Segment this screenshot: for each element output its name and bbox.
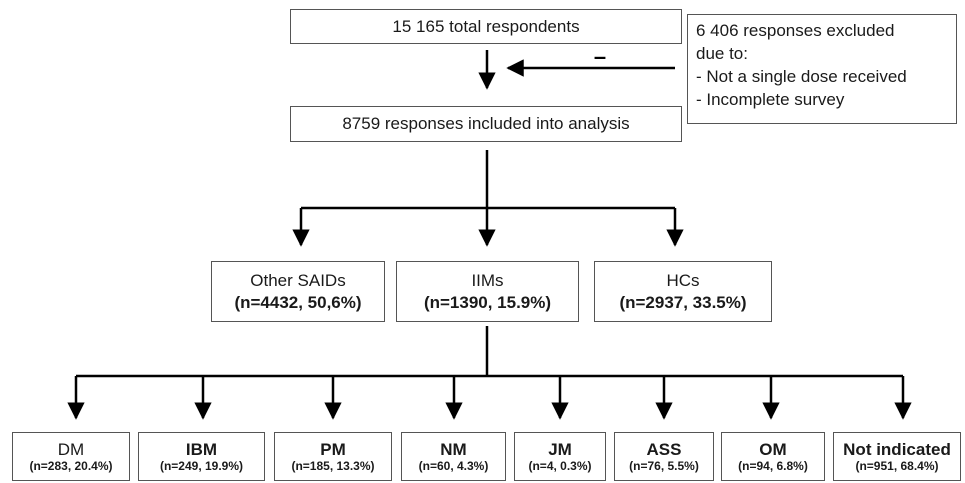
exclusion-box: 6 406 responses excluded due to: - Not a… <box>687 14 957 124</box>
subtype-ass-box: ASS (n=76, 5.5%) <box>614 432 714 481</box>
included-responses-label: 8759 responses included into analysis <box>342 114 630 133</box>
subtype-not-indicated-box: Not indicated (n=951, 68.4%) <box>833 432 961 481</box>
subtype-stat: (n=4, 0.3%) <box>528 458 592 473</box>
exclusion-minus-sign: – <box>594 44 606 69</box>
group-stat: (n=2937, 33.5%) <box>619 292 747 312</box>
subtype-om-box: OM (n=94, 6.8%) <box>721 432 825 481</box>
exclusion-line: 6 406 responses excluded <box>696 21 895 40</box>
group-label: HCs <box>666 270 700 290</box>
total-respondents-label: 15 165 total respondents <box>392 16 580 36</box>
subtype-stat: (n=249, 19.9%) <box>159 458 244 473</box>
exclusion-line: - Incomplete survey <box>696 90 845 109</box>
group-hcs-box: HCs (n=2937, 33.5%) <box>594 261 772 322</box>
subtype-stat: (n=76, 5.5%) <box>629 458 699 473</box>
subtype-nm-box: NM (n=60, 4.3%) <box>401 432 506 481</box>
subtype-label: ASS <box>646 439 682 459</box>
exclusion-line: - Not a single dose received <box>696 67 907 86</box>
subtype-label: NM <box>440 439 467 459</box>
group-label: IIMs <box>471 270 504 290</box>
subtype-dm-box: DM (n=283, 20.4%) <box>12 432 130 481</box>
subtype-stat: (n=94, 6.8%) <box>738 458 808 473</box>
group-stat: (n=1390, 15.9%) <box>423 292 552 312</box>
exclusion-line: due to: <box>696 44 748 63</box>
subtype-label: DM <box>57 439 85 459</box>
subtype-jm-box: JM (n=4, 0.3%) <box>514 432 606 481</box>
subtype-label: PM <box>320 439 346 459</box>
included-responses-box: 8759 responses included into analysis <box>290 106 682 142</box>
subtype-label: JM <box>548 439 572 459</box>
subtype-label: OM <box>759 439 787 459</box>
group-other-saids-box: Other SAIDs (n=4432, 50,6%) <box>211 261 385 322</box>
subtype-label: IBM <box>185 439 218 459</box>
subtype-ibm-box: IBM (n=249, 19.9%) <box>138 432 265 481</box>
subtype-stat: (n=951, 68.4%) <box>855 458 939 473</box>
subtype-pm-box: PM (n=185, 13.3%) <box>274 432 392 481</box>
total-respondents-box: 15 165 total respondents <box>290 9 682 44</box>
group-label: Other SAIDs <box>250 270 346 290</box>
subtype-stat: (n=60, 4.3%) <box>418 458 489 473</box>
subtype-label: Not indicated <box>843 439 951 459</box>
subtype-stat: (n=283, 20.4%) <box>29 458 113 473</box>
subtype-stat: (n=185, 13.3%) <box>291 458 375 473</box>
group-iims-box: IIMs (n=1390, 15.9%) <box>396 261 579 322</box>
group-stat: (n=4432, 50,6%) <box>234 292 362 312</box>
